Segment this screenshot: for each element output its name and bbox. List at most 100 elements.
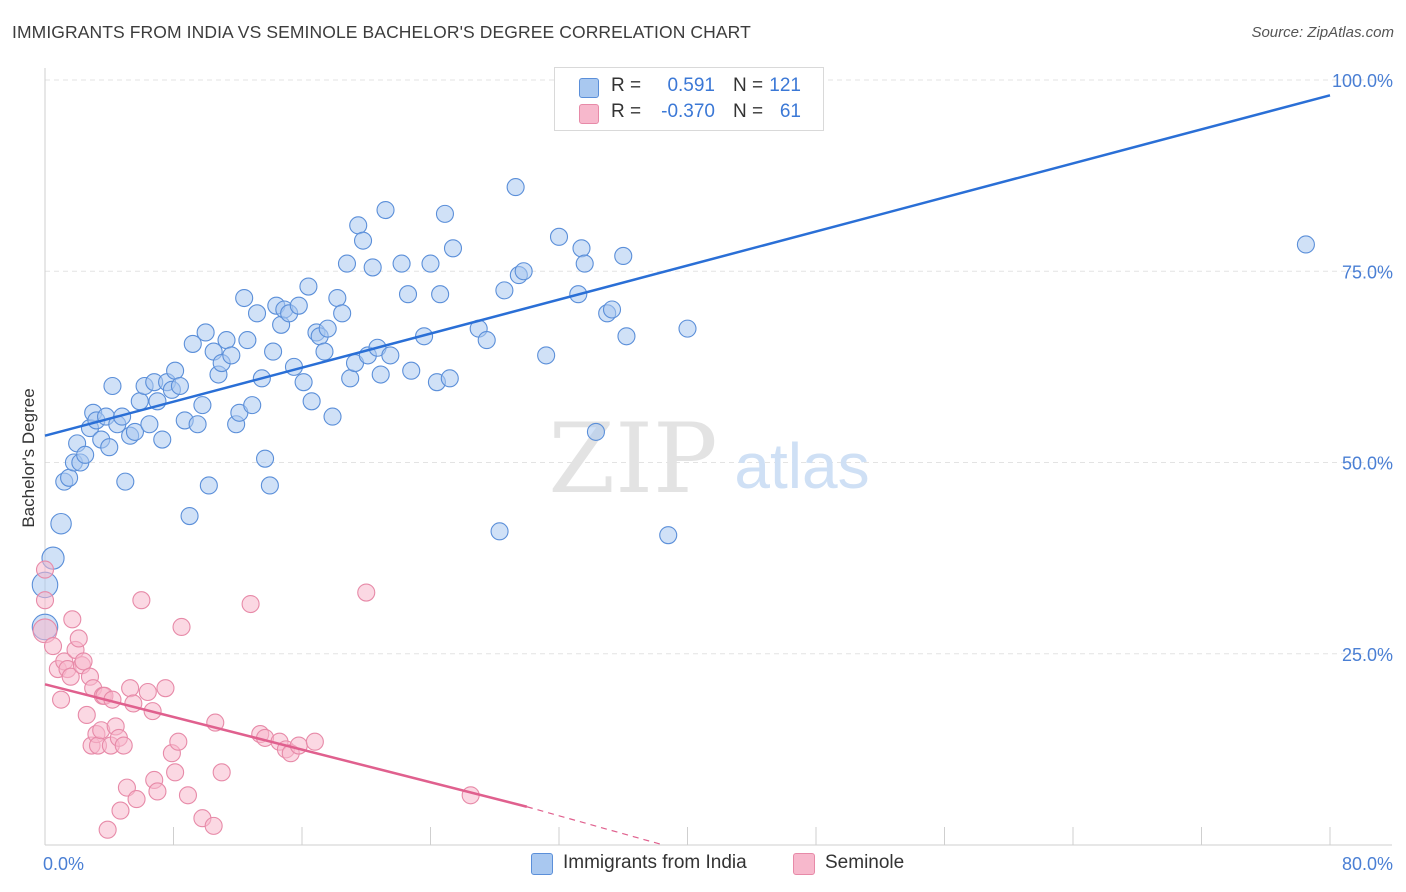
- seminole-point-58: [461, 786, 480, 805]
- stats-legend: R = 0.591 N = 121 R = -0.370 N = 61: [554, 67, 824, 131]
- series-legend: Immigrants from India Seminole: [0, 851, 1406, 879]
- legend-r-value: 0.591: [667, 75, 715, 96]
- india-point-92: [477, 331, 496, 350]
- seminole-point-48: [212, 763, 231, 782]
- india-point-38: [199, 476, 218, 495]
- seminole-point-57: [357, 583, 376, 602]
- seminole-point-39: [156, 679, 175, 698]
- india-point-19: [116, 472, 135, 491]
- legend-r-label: R =: [611, 101, 642, 122]
- watermark-zip: ZIP: [548, 403, 717, 515]
- india-point-103: [586, 422, 605, 441]
- india-point-74: [353, 231, 373, 250]
- y-tick-label-2: 75.0%: [1342, 262, 1393, 282]
- seminole-point-38: [148, 782, 167, 801]
- seminole-point-2: [35, 560, 55, 579]
- india-point-62: [302, 392, 321, 411]
- india-point-24: [140, 415, 159, 434]
- india-point-33: [180, 506, 199, 526]
- india-point-16: [103, 376, 122, 396]
- india-point-47: [238, 331, 257, 350]
- axes: [44, 68, 1392, 846]
- legend-label-seminole: Seminole: [825, 852, 905, 873]
- india-point-89: [440, 369, 459, 388]
- seminole-point-23: [98, 820, 117, 839]
- india-point-35: [188, 415, 207, 434]
- trend-line-seminole: [44, 683, 528, 808]
- seminole-point-35: [138, 682, 157, 702]
- legend-n-label: N =: [733, 75, 764, 96]
- seminole-point-3: [43, 637, 63, 656]
- seminole-point-29: [114, 736, 133, 755]
- seminole-point-43: [172, 617, 191, 637]
- india-point-37: [196, 323, 215, 342]
- india-point-87: [431, 285, 450, 304]
- india-point-21: [125, 422, 144, 441]
- india-point-88: [435, 204, 455, 223]
- india-point-22: [130, 392, 149, 411]
- series-india: [31, 178, 1315, 641]
- india-point-69: [333, 304, 352, 323]
- trend-line-seminole-extension: [526, 806, 664, 846]
- seminole-point-44: [178, 786, 198, 805]
- seminole-point-13: [74, 652, 93, 671]
- seminole-point-56: [305, 732, 324, 751]
- india-point-99: [549, 227, 569, 246]
- india-point-59: [289, 296, 308, 315]
- y-tick-label-1: 50.0%: [1342, 454, 1393, 474]
- india-point-106: [614, 246, 633, 265]
- seminole-point-8: [61, 667, 80, 686]
- y-tick-label-3: 100.0%: [1332, 71, 1393, 91]
- legend-n-value: 121: [769, 75, 801, 96]
- india-point-110: [1296, 235, 1315, 254]
- india-point-66: [318, 319, 337, 338]
- india-point-79: [376, 201, 395, 220]
- x-tick-label-0: 0.0%: [43, 854, 84, 874]
- india-point-85: [421, 254, 440, 273]
- india-point-36: [193, 396, 212, 415]
- india-point-15: [100, 438, 119, 457]
- legend-swatch-seminole: [579, 104, 599, 124]
- seminole-point-11: [69, 629, 88, 648]
- legend-n-label: N =: [733, 101, 764, 122]
- gridlines: [45, 79, 1392, 655]
- seminole-point-5: [52, 690, 71, 709]
- india-point-109: [678, 319, 697, 338]
- india-point-94: [495, 281, 514, 300]
- india-point-90: [443, 239, 463, 258]
- seminole-point-9: [63, 610, 82, 629]
- seminole-point-28: [111, 801, 130, 820]
- india-point-67: [323, 407, 342, 426]
- india-point-52: [260, 476, 279, 495]
- india-point-58: [284, 357, 304, 376]
- india-point-43: [222, 346, 241, 365]
- watermark: ZIP atlas: [548, 403, 869, 515]
- india-point-81: [392, 254, 411, 273]
- trend-lines: [44, 94, 1331, 846]
- chart-title: IMMIGRANTS FROM INDIA VS SEMINOLE BACHEL…: [12, 22, 751, 42]
- legend-label-india: Immigrants from India: [563, 852, 747, 873]
- india-point-65: [315, 342, 334, 361]
- india-point-97: [514, 262, 533, 281]
- india-point-70: [337, 254, 357, 273]
- india-point-78: [371, 365, 390, 384]
- india-point-108: [659, 526, 678, 545]
- india-point-34: [183, 334, 202, 353]
- seminole-point-31: [121, 679, 140, 698]
- india-point-9: [76, 445, 95, 464]
- india-point-68: [328, 288, 347, 308]
- seminole-point-1: [35, 591, 55, 610]
- india-point-61: [299, 277, 318, 296]
- seminole-point-49: [241, 594, 260, 614]
- india-point-42: [217, 331, 236, 350]
- seminole-point-33: [127, 790, 146, 809]
- india-point-3: [50, 512, 72, 535]
- india-point-98: [537, 346, 556, 365]
- india-point-5: [60, 468, 79, 487]
- india-point-95: [506, 178, 525, 197]
- trend-line-india: [44, 94, 1331, 437]
- legend-r-value: -0.370: [661, 101, 715, 122]
- india-point-48: [243, 396, 262, 415]
- seminole-point-42: [169, 732, 188, 751]
